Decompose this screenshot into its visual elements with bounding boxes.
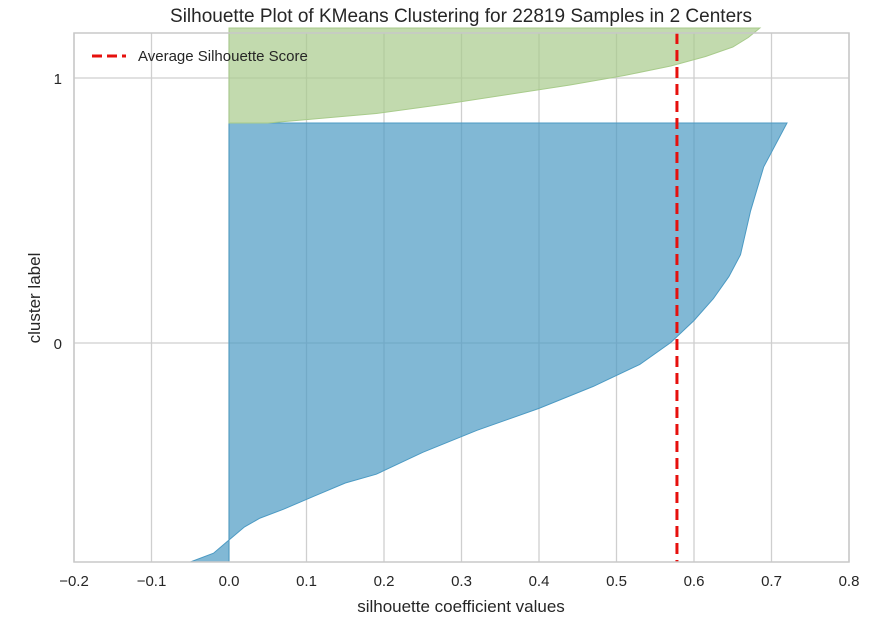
legend: Average Silhouette Score xyxy=(92,48,308,65)
x-tick-label: −0.1 xyxy=(137,573,167,590)
x-tick-label: 0.4 xyxy=(529,573,550,590)
x-tick-label: 0.6 xyxy=(684,573,705,590)
y-axis-label: cluster label xyxy=(25,253,44,344)
y-tick-label: 1 xyxy=(54,71,62,88)
cluster-0-silhouette xyxy=(190,122,788,563)
plot-frame xyxy=(73,32,850,563)
y-tick-labels: 01 xyxy=(54,71,62,353)
x-tick-label: 0.7 xyxy=(761,573,782,590)
x-tick-label: 0.5 xyxy=(606,573,627,590)
x-tick-label: 0.2 xyxy=(374,573,395,590)
y-tick-label: 0 xyxy=(54,336,62,353)
x-tick-label: 0.0 xyxy=(219,573,240,590)
cluster-silhouettes xyxy=(190,27,788,563)
x-tick-label: −0.2 xyxy=(59,573,89,590)
x-tick-labels: −0.2 −0.1 0.0 0.1 0.2 0.3 0.4 0.5 0.6 0.7 0.8 xyxy=(59,573,859,590)
chart-title: Silhouette Plot of KMeans Clustering for… xyxy=(170,6,752,27)
x-tick-label: 0.1 xyxy=(296,573,317,590)
cluster-1-silhouette xyxy=(228,27,762,124)
x-axis-label: silhouette coefficient values xyxy=(357,597,565,616)
legend-entry-average-score: Average Silhouette Score xyxy=(138,48,308,65)
x-tick-label: 0.8 xyxy=(839,573,860,590)
x-tick-label: 0.3 xyxy=(451,573,472,590)
